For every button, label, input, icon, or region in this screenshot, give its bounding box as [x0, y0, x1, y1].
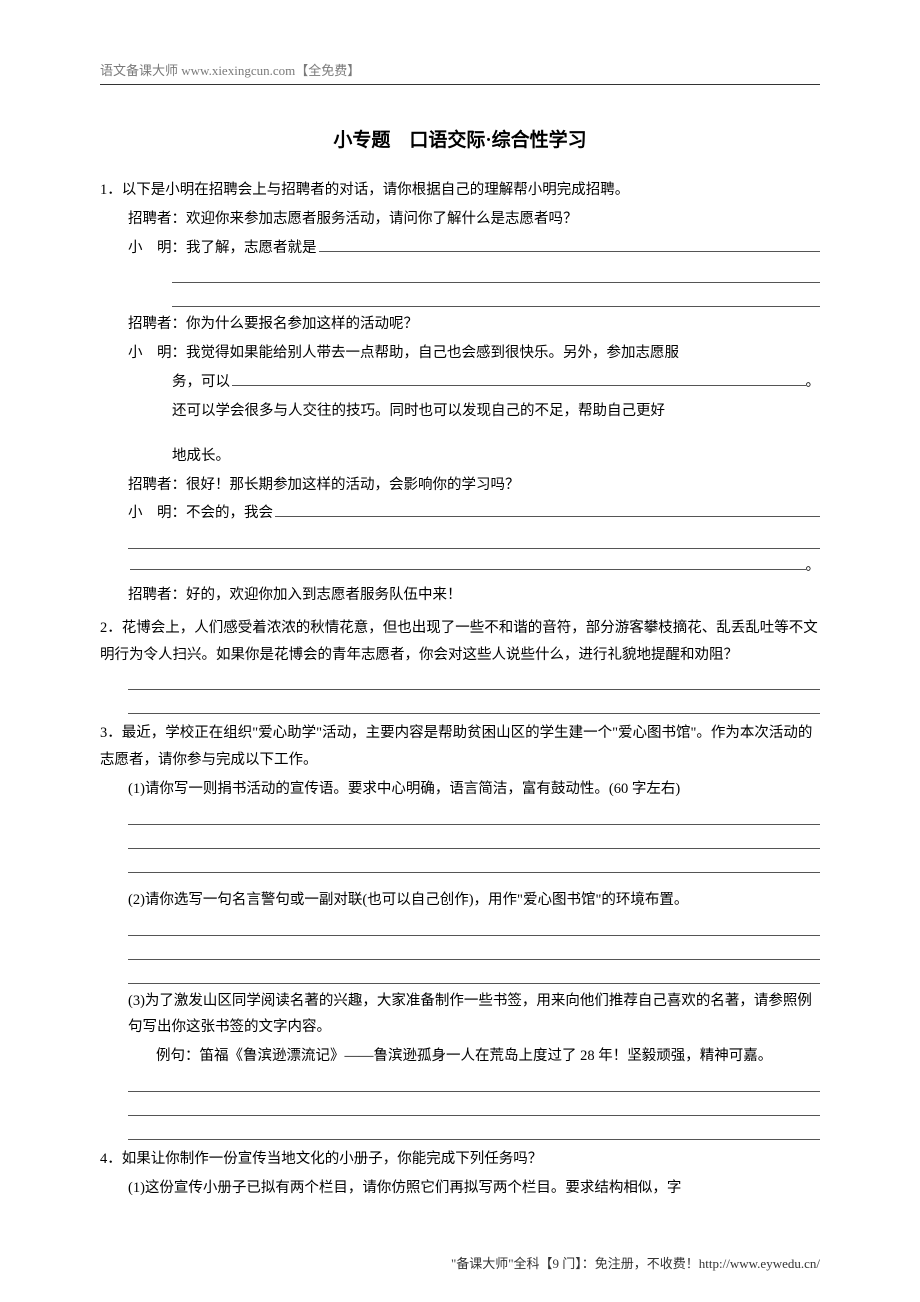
q1-d4b-blank[interactable]	[232, 372, 806, 386]
q1-number: 1．	[100, 182, 122, 198]
q2-text-wrap: 2．花博会上，人们感受着浓浓的秋情花意，但也出现了一些不和谐的音符，部分游客攀枝…	[100, 615, 820, 669]
q3-sub1: (1)请你写一则捐书活动的宣传语。要求中心明确，语言简洁，富有鼓动性。(60 字…	[100, 776, 820, 803]
q1-dialog-4c: 还可以学会很多与人交往的技巧。同时也可以发现自己的不足，帮助自己更好	[100, 398, 820, 425]
q1-d6-text: 小 明：不会的，我会	[128, 500, 273, 527]
q1-blank-line-3[interactable]	[128, 529, 820, 549]
q3-sub3b: 例句：笛福《鲁滨逊漂流记》——鲁滨逊孤身一人在荒岛上度过了 28 年！坚毅顽强，…	[100, 1043, 820, 1070]
q1-dialog-7: 招聘者：好的，欢迎你加入到志愿者服务队伍中来！	[100, 582, 820, 609]
q2-blank-1[interactable]	[128, 670, 820, 690]
q3-s1-blank-2[interactable]	[128, 829, 820, 849]
q4-number: 4．	[100, 1151, 122, 1167]
q1-dialog-4d: 地成长。	[100, 443, 820, 470]
q3-s3-blank-3[interactable]	[128, 1120, 820, 1140]
q3-sub3a: (3)为了激发山区同学阅读名著的兴趣，大家准备制作一些书签，用来向他们推荐自己喜…	[100, 988, 820, 1042]
q1-d6-blank[interactable]	[275, 503, 820, 517]
q3-sub2: (2)请你选写一句名言警句或一副对联(也可以自己创作)，用作"爱心图书馆"的环境…	[100, 887, 820, 914]
q3-s2-blank-2[interactable]	[128, 940, 820, 960]
question-1: 1．以下是小明在招聘会上与招聘者的对话，请你根据自己的理解帮小明完成招聘。 招聘…	[100, 177, 820, 609]
question-3: 3．最近，学校正在组织"爱心助学"活动，主要内容是帮助贫困山区的学生建一个"爱心…	[100, 720, 820, 1140]
q1-bl4-period: 。	[806, 553, 821, 580]
q1-d4b-period: 。	[806, 369, 821, 396]
q3-intro: 最近，学校正在组织"爱心助学"活动，主要内容是帮助贫困山区的学生建一个"爱心图书…	[100, 725, 812, 768]
q1-d4b-text: 务，可以	[172, 369, 230, 396]
q1-d2-blank[interactable]	[319, 238, 821, 252]
question-2: 2．花博会上，人们感受着浓浓的秋情花意，但也出现了一些不和谐的音符，部分游客攀枝…	[100, 615, 820, 715]
q1-dialog-4b: 务，可以 。	[100, 369, 820, 396]
q3-s1-blank-1[interactable]	[128, 805, 820, 825]
q1-dialog-6: 小 明：不会的，我会	[100, 500, 820, 527]
q1-intro-text: 以下是小明在招聘会上与招聘者的对话，请你根据自己的理解帮小明完成招聘。	[122, 182, 630, 198]
q3-s2-blank-3[interactable]	[128, 964, 820, 984]
q4-intro: 如果让你制作一份宣传当地文化的小册子，你能完成下列任务吗？	[122, 1151, 543, 1167]
q1-intro: 1．以下是小明在招聘会上与招聘者的对话，请你根据自己的理解帮小明完成招聘。	[100, 177, 820, 204]
q3-s1-blank-3[interactable]	[128, 853, 820, 873]
q4-sub1: (1)这份宣传小册子已拟有两个栏目，请你仿照它们再拟写两个栏目。要求结构相似，字	[100, 1175, 820, 1202]
q1-blank-line-4-row: 。	[100, 553, 820, 580]
q3-s2-blank-1[interactable]	[128, 916, 820, 936]
q1-dialog-3: 招聘者：你为什么要报名参加这样的活动呢？	[100, 311, 820, 338]
q3-s3-blank-2[interactable]	[128, 1096, 820, 1116]
q1-blank-line-1[interactable]	[172, 263, 820, 283]
q1-dialog-4a: 小 明：我觉得如果能给别人带去一点帮助，自己也会感到很快乐。另外，参加志愿服	[100, 340, 820, 367]
q1-dialog-5: 招聘者：很好！那长期参加这样的活动，会影响你的学习吗？	[100, 472, 820, 499]
q1-d2-text: 小 明：我了解，志愿者就是	[128, 235, 317, 262]
q3-number: 3．	[100, 725, 122, 741]
q2-number: 2．	[100, 620, 122, 636]
q1-blank-line-2[interactable]	[172, 287, 820, 307]
q1-blank-line-4[interactable]	[130, 556, 806, 570]
document-title: 小专题 口语交际·综合性学习	[100, 125, 820, 152]
q2-text: 花博会上，人们感受着浓浓的秋情花意，但也出现了一些不和谐的音符，部分游客攀枝摘花…	[100, 620, 818, 663]
q2-blank-2[interactable]	[128, 694, 820, 714]
q1-dialog-2: 小 明：我了解，志愿者就是	[100, 235, 820, 262]
question-4: 4．如果让你制作一份宣传当地文化的小册子，你能完成下列任务吗？ (1)这份宣传小…	[100, 1146, 820, 1202]
document-page: 语文备课大师 www.xiexingcun.com【全免费】 小专题 口语交际·…	[0, 0, 920, 1302]
page-footer: "备课大师"全科【9 门】：免注册，不收费！http://www.eywedu.…	[100, 1253, 820, 1272]
header-site-text: 语文备课大师 www.xiexingcun.com【全免费】	[100, 60, 820, 85]
q4-intro-wrap: 4．如果让你制作一份宣传当地文化的小册子，你能完成下列任务吗？	[100, 1146, 820, 1173]
q1-dialog-1: 招聘者：欢迎你来参加志愿者服务活动，请问你了解什么是志愿者吗？	[100, 206, 820, 233]
q3-s3-blank-1[interactable]	[128, 1072, 820, 1092]
q3-intro-wrap: 3．最近，学校正在组织"爱心助学"活动，主要内容是帮助贫困山区的学生建一个"爱心…	[100, 720, 820, 774]
